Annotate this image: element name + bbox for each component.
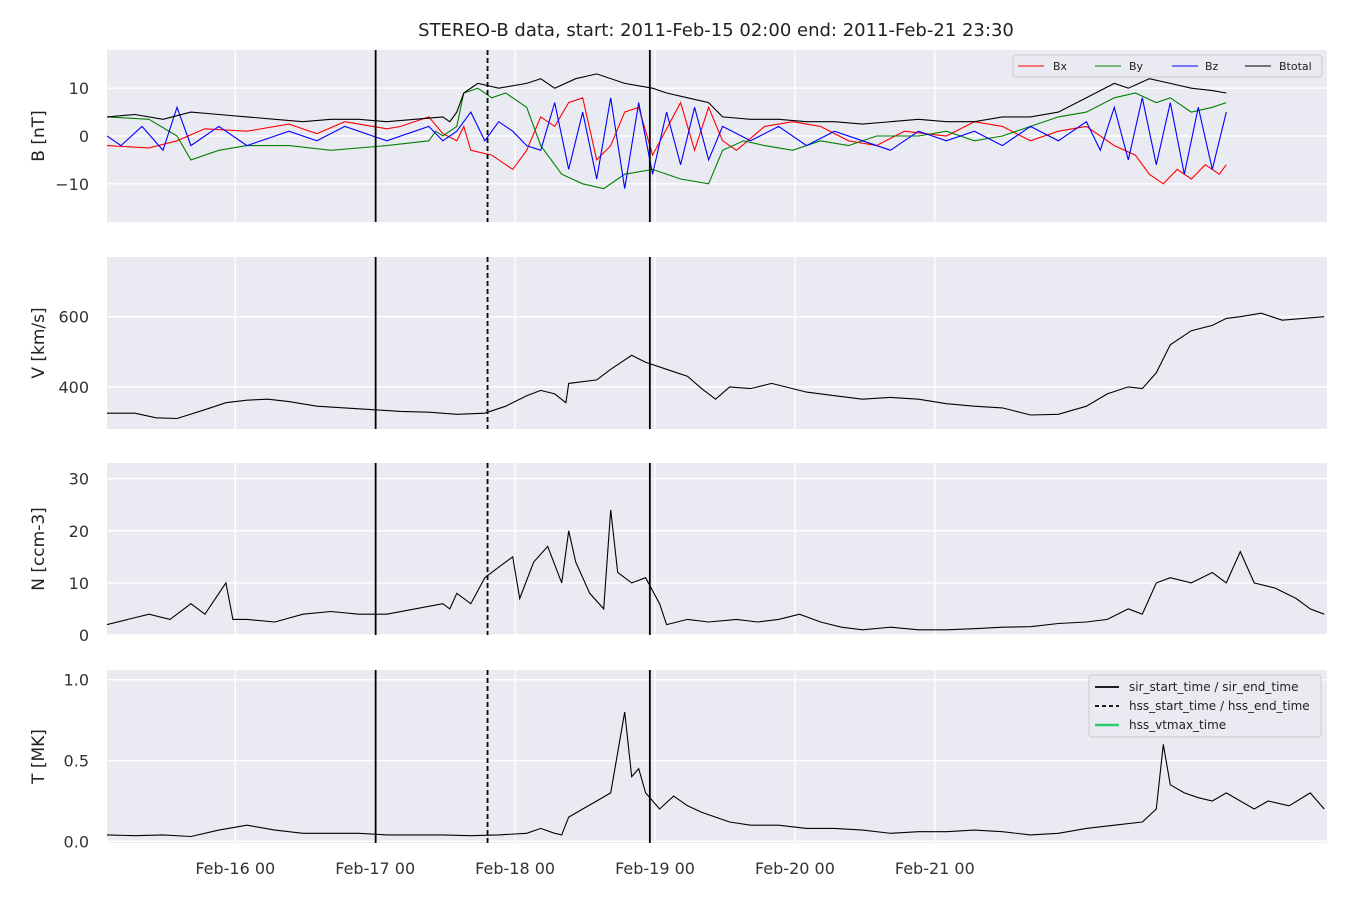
series-line-B-btotal xyxy=(107,73,1227,125)
y-tick-label: 600 xyxy=(58,308,89,327)
x-tick-label: Feb-16 00 xyxy=(195,859,275,878)
x-tick-label: Feb-17 00 xyxy=(335,859,415,878)
y-tick-label: 0.5 xyxy=(64,752,89,771)
legend-label: By xyxy=(1129,60,1144,73)
y-tick-label: 20 xyxy=(69,522,89,541)
panel-N: 0 10 20 30 N [ccm-3] xyxy=(29,463,1327,645)
legend-B: Bx By Bz Btotal xyxy=(1012,54,1323,78)
y-tick-label: 0.0 xyxy=(64,832,89,851)
x-tick-label: Feb-20 00 xyxy=(755,859,835,878)
y-axis-label: T [MK] xyxy=(29,729,49,785)
panel-T: 0.0 0.5 1.0 T [MK] sir_start_time / sir_end_… xyxy=(29,670,1327,851)
y-tick-label: −10 xyxy=(55,175,89,194)
y-tick-label: 400 xyxy=(58,378,89,397)
y-axis-label: N [ccm-3] xyxy=(29,507,49,591)
series-line-B-bz xyxy=(107,97,1227,189)
x-tick-label: Feb-21 00 xyxy=(895,859,975,878)
legend-box xyxy=(1012,54,1323,78)
y-tick-label: 1.0 xyxy=(64,671,89,690)
x-tick-label: Feb-18 00 xyxy=(475,859,555,878)
x-tick-label: Feb-19 00 xyxy=(615,859,695,878)
panel-V: 400 600 V [km/s] xyxy=(29,257,1327,429)
series-line-B-bx xyxy=(107,97,1227,185)
legend-label: sir_start_time / sir_end_time xyxy=(1129,680,1299,694)
panel-B: −10 0 10 B [nT] Bx By Bz Btotal xyxy=(29,50,1327,222)
y-tick-label: 10 xyxy=(69,574,89,593)
series-line-B-by xyxy=(107,87,1227,190)
series-line-T-t xyxy=(107,711,1325,838)
y-tick-label: 30 xyxy=(69,470,89,489)
series-line-V-v xyxy=(107,312,1325,420)
chart-title: STEREO-B data, start: 2011-Feb-15 02:00 … xyxy=(418,20,1014,41)
series-line-N-n xyxy=(107,509,1325,631)
legend-label: hss_start_time / hss_end_time xyxy=(1129,699,1310,713)
y-axis-label: B [nT] xyxy=(29,110,49,162)
legend-label: Btotal xyxy=(1279,60,1312,73)
legend-label: hss_vtmax_time xyxy=(1129,718,1226,732)
y-tick-label: 0 xyxy=(79,626,89,645)
legend-label: Bx xyxy=(1053,60,1068,73)
panel-background xyxy=(107,257,1327,429)
y-tick-label: 0 xyxy=(79,127,89,146)
y-tick-label: 10 xyxy=(69,79,89,98)
legend-box xyxy=(1088,674,1322,738)
panels: −10 0 10 B [nT] Bx By Bz Btotal 400 600 V [km/s] 0 1… xyxy=(29,50,1327,878)
legend-T: sir_start_time / sir_end_time hss_start_t… xyxy=(1088,674,1322,738)
panel-background xyxy=(107,463,1327,635)
legend-label: Bz xyxy=(1205,60,1219,73)
y-axis-label: V [km/s] xyxy=(29,307,49,378)
